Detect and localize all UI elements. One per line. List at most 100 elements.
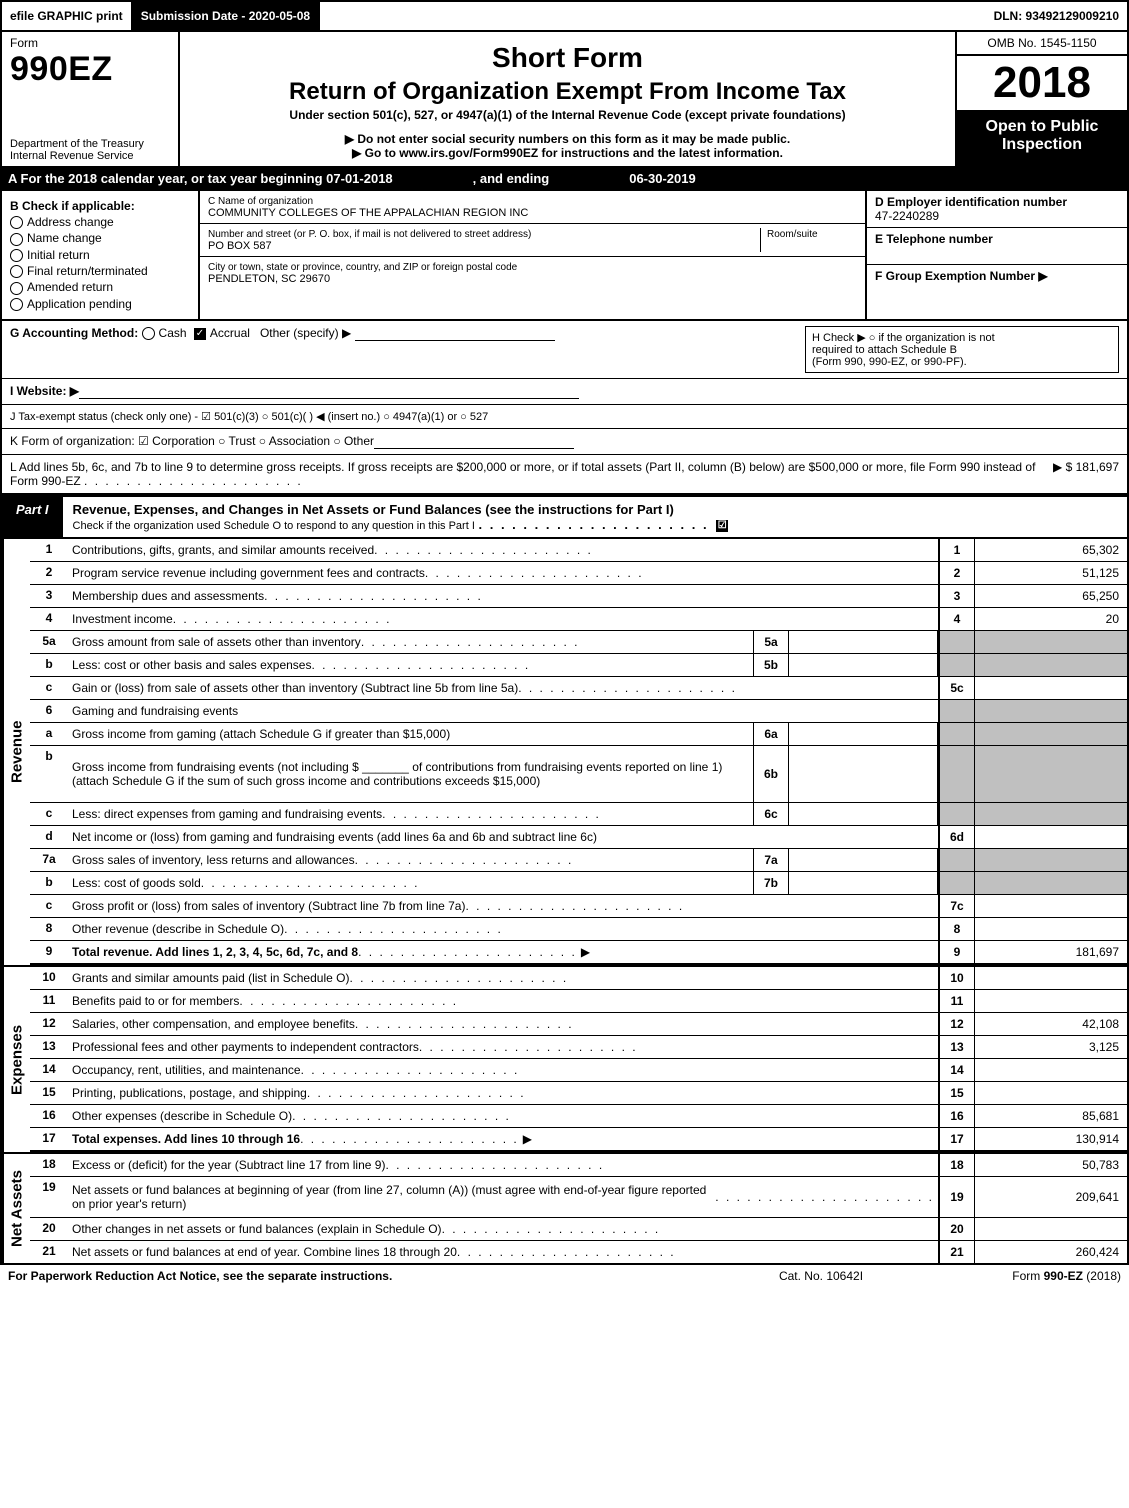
chk-name[interactable]: Name change	[10, 231, 190, 245]
section-BCDE: B Check if applicable: Address change Na…	[0, 191, 1129, 321]
line-13: 13Professional fees and other payments t…	[30, 1036, 1127, 1059]
row-L: L Add lines 5b, 6c, and 7b to line 9 to …	[0, 455, 1129, 495]
revenue-section: Revenue 1Contributions, gifts, grants, a…	[0, 539, 1129, 967]
tax-year: 2018	[957, 56, 1127, 112]
dept-line1: Department of the Treasury	[10, 138, 170, 150]
col-C: C Name of organization COMMUNITY COLLEGE…	[200, 191, 867, 319]
C-street-label: Number and street (or P. O. box, if mail…	[208, 229, 531, 240]
line-7c: cGross profit or (loss) from sales of in…	[30, 895, 1127, 918]
G-label: G Accounting Method:	[10, 326, 138, 340]
row-I: I Website: ▶	[0, 379, 1129, 405]
submission-date: Submission Date - 2020-05-08	[133, 2, 320, 30]
line-7b: bLess: cost of goods sold 7b	[30, 872, 1127, 895]
C-city-block: City or town, state or province, country…	[200, 257, 865, 289]
I-label: I Website: ▶	[10, 384, 79, 399]
row-G-H: G Accounting Method: Cash ✓Accrual Other…	[0, 321, 1129, 379]
H-line1: H Check ▶ ○ if the organization is not	[812, 331, 1112, 344]
H-line3: (Form 990, 990-EZ, or 990-PF).	[812, 356, 1112, 368]
efile-label: efile GRAPHIC print	[2, 2, 133, 30]
line-5a: 5aGross amount from sale of assets other…	[30, 631, 1127, 654]
subtitle: Under section 501(c), 527, or 4947(a)(1)…	[190, 108, 945, 122]
line-6: 6Gaming and fundraising events	[30, 700, 1127, 723]
row-A: A For the 2018 calendar year, or tax yea…	[0, 168, 1129, 191]
line-12: 12Salaries, other compensation, and empl…	[30, 1013, 1127, 1036]
header-left: Form 990EZ Department of the Treasury In…	[2, 32, 180, 166]
line-16: 16Other expenses (describe in Schedule O…	[30, 1105, 1127, 1128]
row-J: J Tax-exempt status (check only one) - ☑…	[0, 405, 1129, 429]
B-title: B Check if applicable:	[10, 199, 135, 213]
E-label: E Telephone number	[875, 232, 993, 246]
A-mid: , and ending	[473, 171, 550, 186]
G-other-input[interactable]	[355, 326, 555, 341]
J-label: J Tax-exempt status (check only one) - ☑…	[10, 410, 488, 423]
room-label: Room/suite	[767, 229, 818, 240]
chk-final[interactable]: Final return/terminated	[10, 264, 190, 278]
line-2: 2Program service revenue including gover…	[30, 562, 1127, 585]
line-6d: dNet income or (loss) from gaming and fu…	[30, 826, 1127, 849]
C-name-block: C Name of organization COMMUNITY COLLEGE…	[200, 191, 865, 224]
footer: For Paperwork Reduction Act Notice, see …	[0, 1265, 1129, 1287]
line-9: 9Total revenue. Add lines 1, 2, 3, 4, 5c…	[30, 941, 1127, 965]
dept-line2: Internal Revenue Service	[10, 150, 170, 162]
side-revenue: Revenue	[2, 539, 30, 965]
K-other-input[interactable]	[374, 434, 574, 449]
footer-left: For Paperwork Reduction Act Notice, see …	[8, 1269, 721, 1283]
part1-title-wrap: Revenue, Expenses, and Changes in Net As…	[63, 497, 1127, 537]
part1-sub: Check if the organization used Schedule …	[73, 520, 475, 532]
footer-cat: Cat. No. 10642I	[721, 1269, 921, 1283]
chk-initial[interactable]: Initial return	[10, 248, 190, 262]
ein-value: 47-2240289	[875, 209, 939, 223]
form-header: Form 990EZ Department of the Treasury In…	[0, 32, 1129, 168]
line-11: 11Benefits paid to or for members 11	[30, 990, 1127, 1013]
line-8: 8Other revenue (describe in Schedule O) …	[30, 918, 1127, 941]
side-netassets: Net Assets	[2, 1154, 30, 1263]
expenses-section: Expenses 10Grants and similar amounts pa…	[0, 967, 1129, 1154]
D-block: D Employer identification number 47-2240…	[867, 191, 1127, 228]
warn2: ▶ Go to www.irs.gov/Form990EZ for instru…	[190, 146, 945, 160]
form-word: Form	[10, 36, 170, 50]
chk-pending[interactable]: Application pending	[10, 297, 190, 311]
col-DEF: D Employer identification number 47-2240…	[867, 191, 1127, 319]
L-amount: ▶ $ 181,697	[1043, 460, 1119, 488]
form-number: 990EZ	[10, 50, 170, 89]
short-form-title: Short Form	[190, 42, 945, 74]
line-18: 18Excess or (deficit) for the year (Subt…	[30, 1154, 1127, 1177]
city-state-zip: PENDLETON, SC 29670	[208, 273, 330, 285]
chk-amended[interactable]: Amended return	[10, 280, 190, 294]
F-label: F Group Exemption Number ▶	[875, 269, 1048, 283]
line-6a: aGross income from gaming (attach Schedu…	[30, 723, 1127, 746]
header-right: OMB No. 1545-1150 2018 Open to Public In…	[957, 32, 1127, 166]
warn1: ▶ Do not enter social security numbers o…	[190, 132, 945, 146]
line-7a: 7aGross sales of inventory, less returns…	[30, 849, 1127, 872]
header-mid: Short Form Return of Organization Exempt…	[180, 32, 957, 166]
H-line2: required to attach Schedule B	[812, 344, 1112, 356]
website-input[interactable]	[79, 384, 579, 399]
line-3: 3Membership dues and assessments 365,250	[30, 585, 1127, 608]
netassets-section: Net Assets 18Excess or (deficit) for the…	[0, 1154, 1129, 1265]
line-4: 4Investment income 420	[30, 608, 1127, 631]
line-5c: cGain or (loss) from sale of assets othe…	[30, 677, 1127, 700]
A-begin: 07-01-2018	[326, 171, 393, 186]
C-name-label: C Name of organization	[208, 196, 313, 207]
side-expenses: Expenses	[2, 967, 30, 1152]
footer-right: Form 990-EZ (2018)	[921, 1269, 1121, 1283]
D-label: D Employer identification number	[875, 195, 1067, 209]
H-box: H Check ▶ ○ if the organization is not r…	[805, 326, 1119, 373]
C-city-label: City or town, state or province, country…	[208, 262, 517, 273]
E-block: E Telephone number	[867, 228, 1127, 265]
chk-cash[interactable]	[142, 327, 155, 340]
col-B: B Check if applicable: Address change Na…	[2, 191, 200, 319]
A-end: 06-30-2019	[629, 171, 696, 186]
line-5b: bLess: cost or other basis and sales exp…	[30, 654, 1127, 677]
main-title: Return of Organization Exempt From Incom…	[190, 78, 945, 106]
part1-header: Part I Revenue, Expenses, and Changes in…	[0, 495, 1129, 539]
K-label: K Form of organization: ☑ Corporation ○ …	[10, 434, 374, 449]
chk-address[interactable]: Address change	[10, 215, 190, 229]
part1-check[interactable]: ☑	[716, 520, 728, 532]
line-6b: bGross income from fundraising events (n…	[30, 746, 1127, 803]
line-15: 15Printing, publications, postage, and s…	[30, 1082, 1127, 1105]
chk-accrual[interactable]: ✓	[194, 328, 206, 340]
topbar: efile GRAPHIC print Submission Date - 20…	[0, 0, 1129, 32]
omb-number: OMB No. 1545-1150	[957, 32, 1127, 56]
line-19: 19Net assets or fund balances at beginni…	[30, 1177, 1127, 1218]
